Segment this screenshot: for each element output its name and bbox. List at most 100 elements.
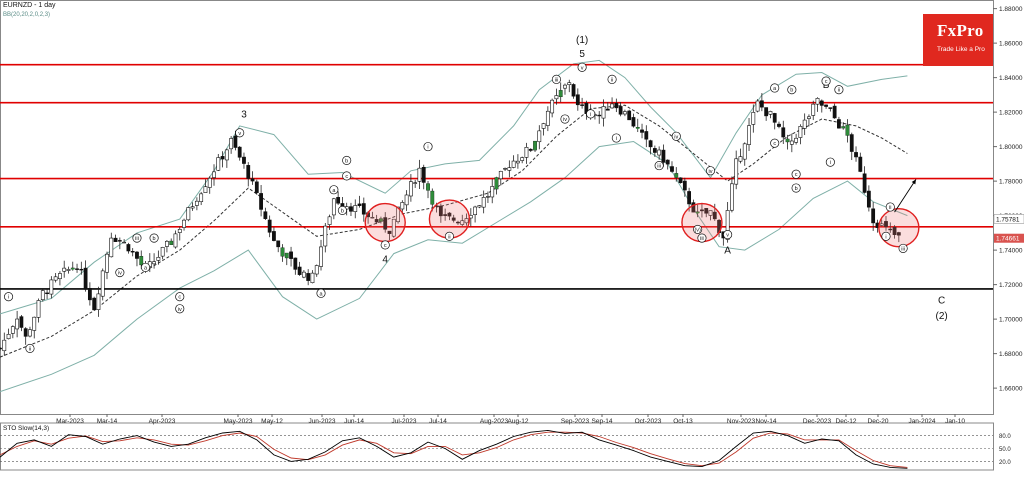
wave-label-circle <box>697 233 707 243</box>
candle-bear <box>704 208 709 214</box>
price-tag-upper: 1.75781 <box>996 216 1020 223</box>
candle-bull <box>541 123 546 129</box>
candle-bull <box>58 273 62 280</box>
candle-bull <box>807 116 811 119</box>
signal-candle <box>71 268 75 270</box>
stoch-level-label: 50.0 <box>999 447 1011 453</box>
candle-bear <box>254 181 259 193</box>
x-tick-label: Sep-14 <box>592 418 613 425</box>
candle-bear <box>272 231 276 241</box>
candle-bear <box>687 191 692 205</box>
signal-candle <box>696 211 700 214</box>
candle-bull <box>186 207 191 221</box>
wave-label-circle <box>821 76 831 86</box>
signal-candle <box>636 127 640 129</box>
signal-candle <box>559 90 563 97</box>
candle-bear <box>438 205 443 217</box>
wave-label-minor: ii <box>611 77 613 83</box>
candle-bear <box>387 230 392 234</box>
candle-bull <box>481 197 486 208</box>
candle-bull <box>190 206 195 209</box>
candle-bear <box>849 134 854 152</box>
candle-bull <box>738 156 743 162</box>
candle-bear <box>700 209 704 212</box>
y-tick-label: 1.74000 <box>999 248 1023 255</box>
candle-bear <box>824 104 828 107</box>
wave-label-major: 4 <box>382 254 388 265</box>
candle-bull <box>323 225 328 247</box>
candle-bull <box>314 265 319 275</box>
wave-label-major: (1) <box>576 35 588 46</box>
candle-bull <box>657 149 662 156</box>
candle-bear <box>640 129 644 133</box>
wave-label-circle <box>235 128 245 138</box>
wave-label-minor: b <box>341 208 344 214</box>
candle-bull <box>460 220 465 225</box>
x-tick-label: Oct-13 <box>673 418 693 425</box>
price-panel-frame <box>0 0 994 415</box>
candle-bear <box>447 212 452 217</box>
y-tick-label: 1.66000 <box>999 386 1023 393</box>
candle-bear <box>135 251 139 259</box>
candle-bear <box>237 146 242 158</box>
x-tick-label: Aug-2023 <box>480 418 509 425</box>
candle-bull <box>768 111 773 115</box>
wave-label-circle <box>342 155 352 165</box>
wave-label-circle <box>337 205 347 215</box>
candle-bull <box>879 223 884 226</box>
wave-label-major: 3 <box>241 109 247 120</box>
signal-candle <box>426 183 430 191</box>
x-tick-label: Mar-14 <box>97 418 118 425</box>
candle-bull <box>601 106 606 119</box>
wave-label-minor: a <box>319 291 323 297</box>
candle-bear <box>571 84 576 97</box>
candle-bear <box>631 117 636 127</box>
wave-label-circle <box>791 183 801 193</box>
candle-bear <box>117 240 122 242</box>
wave-label-minor: b <box>345 158 348 164</box>
y-tick-label: 1.82000 <box>999 110 1023 117</box>
stoch-k-line <box>0 429 908 469</box>
wave-label-minor: iii <box>700 236 704 242</box>
wave-label-minor: i <box>830 160 831 166</box>
candle-bull <box>550 99 555 114</box>
wave-label-minor: iv <box>709 169 713 175</box>
price-tag-upper-box <box>993 214 1024 224</box>
candle-bear <box>19 316 24 328</box>
candle-bear <box>781 127 786 138</box>
signal-candle <box>280 247 285 257</box>
wave-label-minor: v <box>726 233 729 239</box>
wave-label-circle <box>723 230 733 240</box>
candle-bear <box>220 156 225 160</box>
candle-bull <box>811 103 816 116</box>
candle-bull <box>10 326 15 334</box>
candle-bull <box>408 181 413 197</box>
wave-label-circle <box>140 262 151 272</box>
wave-label-circle <box>316 288 326 298</box>
candle-bear <box>858 156 863 172</box>
candle-bull <box>413 182 418 184</box>
candle-bull <box>747 125 751 145</box>
candle-bear <box>819 100 824 106</box>
wave-label-circle <box>25 343 35 353</box>
price-tag-current-box <box>994 233 1024 243</box>
wave-label-minor: iv <box>178 307 182 313</box>
candle-bear <box>383 217 388 230</box>
wave-label-minor: a <box>773 86 777 92</box>
candle-bull <box>6 333 11 340</box>
candle-bear <box>297 266 302 275</box>
candle-bull <box>417 167 422 182</box>
wave-label-major: C <box>938 296 945 307</box>
wave-label-minor: c <box>178 295 181 301</box>
candle-bull <box>794 137 799 143</box>
candle-bear <box>772 113 777 123</box>
wave-label-circle <box>586 109 596 119</box>
candle-bull <box>100 270 105 297</box>
candle-bull <box>486 196 490 198</box>
symbol-label: EURNZD - 1 day <box>3 2 56 9</box>
candle-bear <box>259 193 263 210</box>
candle-bear <box>618 106 623 115</box>
candle-bear <box>246 165 251 179</box>
candle-bear <box>837 119 841 129</box>
candle-bull <box>520 157 525 161</box>
